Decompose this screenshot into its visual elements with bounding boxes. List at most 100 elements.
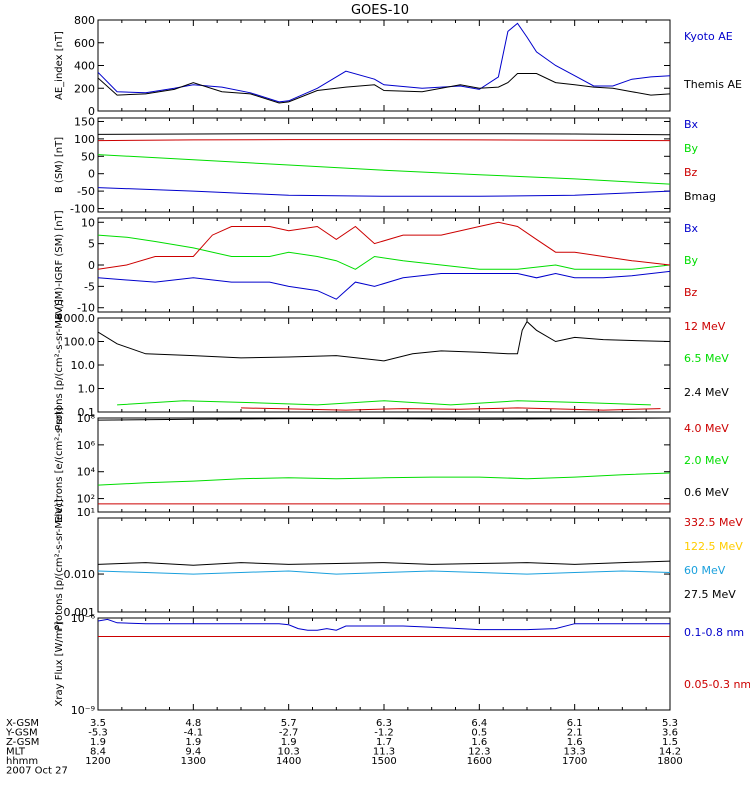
y-tick-label: 0.010: [64, 568, 96, 581]
x-row-value: 1.5: [662, 737, 678, 748]
x-row-value: 1.7: [376, 737, 392, 748]
x-row-value: 1.6: [567, 737, 583, 748]
panel-frame: [97, 217, 671, 313]
series-line-0-6-mev: [98, 418, 670, 421]
x-row-label: Z-GSM: [6, 737, 39, 748]
legend-entry: 0.6 MeV: [684, 486, 729, 499]
y-tick-label: 100.0: [64, 336, 96, 349]
panel-frame: [97, 19, 671, 112]
y-tick-label: 100: [74, 133, 95, 146]
x-row-value: 1200: [85, 756, 110, 767]
legend-entry: By: [684, 254, 699, 267]
x-row-label: Y-GSM: [5, 728, 38, 739]
panel-frame: [97, 317, 671, 413]
x-row-value: 3.6: [662, 728, 678, 739]
y-tick-label: -10: [77, 302, 95, 315]
legend-entry: 6.5 MeV: [684, 352, 729, 365]
legend-entry: 2.4 MeV: [684, 386, 729, 399]
x-row-value: 14.2: [659, 747, 681, 758]
y-tick-label: 10²: [77, 493, 95, 506]
x-row-value: 6.1: [567, 718, 583, 729]
y-tick-label: 10¹: [77, 506, 95, 519]
y-tick-label: 10⁻⁹: [71, 704, 95, 717]
y-axis-label: AE_index [nT]: [54, 31, 65, 100]
series-line-bz: [98, 139, 670, 142]
x-row-value: 5.3: [662, 718, 678, 729]
series-line-bz: [98, 221, 670, 270]
legend-entry: Bmag: [684, 190, 716, 203]
y-axis-label: Electrons [e/(cm²-s-sr)]: [54, 407, 65, 523]
legend-entry: 60 MeV: [684, 564, 726, 577]
x-row-value: 1500: [371, 756, 396, 767]
x-row-label: hhmm: [6, 756, 38, 767]
y-tick-label: 10: [81, 216, 95, 229]
series-line-2-4-mev: [98, 320, 670, 362]
y-tick-label: 0: [88, 168, 95, 181]
y-tick-label: 400: [74, 60, 95, 73]
x-row-value: 10.3: [278, 747, 300, 758]
x-row-value: 0.5: [471, 728, 487, 739]
y-tick-label: -100: [70, 203, 95, 216]
y-axis-label: Xray Flux [W/m²]: [54, 621, 65, 706]
legend-entry: 332.5 MeV: [684, 516, 743, 529]
x-row-value: 11.3: [373, 747, 395, 758]
legend-entry: 0.1-0.8 nm: [684, 626, 744, 639]
y-axis-label: B (SM) [nT]: [54, 137, 65, 193]
series-line-bmag: [98, 133, 670, 136]
legend-entry: 2.0 MeV: [684, 454, 729, 467]
legend-entry: 12 MeV: [684, 320, 726, 333]
x-row-value: -5.3: [88, 728, 108, 739]
y-axis-label: Protons [p/(cm²-s-sr-MeV)]: [54, 299, 65, 431]
x-row-label: X-GSM: [6, 718, 39, 729]
panel-0: 0 200 400 600 800 AE_index [nT] Kyoto AE Themis…: [54, 14, 742, 118]
legend-entry: 0.05-0.3 nm: [684, 678, 750, 691]
legend-entry: Bz: [684, 166, 698, 179]
x-row-value: 5.7: [281, 718, 297, 729]
x-row-value: 13.3: [564, 747, 586, 758]
x-row-value: 1700: [562, 756, 587, 767]
x-row-value: 1.9: [185, 737, 201, 748]
series-line-2-0-mev: [98, 472, 670, 486]
x-row-value: 1.9: [281, 737, 297, 748]
series-line-6-5-mev: [117, 400, 651, 406]
x-row-value: 9.4: [185, 747, 201, 758]
x-row-value: -4.1: [184, 728, 204, 739]
y-tick-label: 150: [74, 115, 95, 128]
y-tick-label: 10⁻⁶: [71, 612, 96, 625]
legend-entry: 122.5 MeV: [684, 540, 743, 553]
x-row-value: 6.3: [376, 718, 392, 729]
legend-entry: 27.5 MeV: [684, 588, 736, 601]
plot-title: GOES-10: [351, 3, 409, 18]
x-row-value: 1600: [467, 756, 492, 767]
x-row-value: 2.1: [567, 728, 583, 739]
x-row-value: 8.4: [90, 747, 106, 758]
y-tick-label: 800: [74, 14, 95, 27]
series-line-by: [98, 154, 670, 185]
y-tick-label: 10.0: [71, 359, 96, 372]
legend-entry: 4.0 MeV: [684, 422, 729, 435]
x-row-value: 1400: [276, 756, 301, 767]
y-tick-label: 10⁴: [77, 466, 96, 479]
legend-entry: Kyoto AE: [684, 30, 733, 43]
legend-entry: Bz: [684, 286, 698, 299]
series-line-bx: [98, 187, 670, 197]
series-line-bx: [98, 270, 670, 300]
x-row-value: 4.8: [185, 718, 201, 729]
legend-entry: Bx: [684, 222, 699, 235]
x-row-value: -1.2: [374, 728, 394, 739]
series-line-by: [98, 234, 670, 270]
series-line-60-mev: [98, 570, 670, 575]
legend-entry: Themis AE: [683, 78, 742, 91]
y-tick-label: 50: [81, 150, 95, 163]
y-tick-label: 10⁸: [77, 412, 96, 425]
panel-frame: [97, 617, 671, 711]
panel-frame: [97, 117, 671, 213]
legend-entry: By: [684, 142, 699, 155]
y-axis-label: B (SM)-IGRF (SM) [nT]: [54, 210, 65, 319]
series-line-kyoto-ae: [98, 22, 670, 103]
series-line-27-5-mev: [98, 560, 670, 566]
x-row-value: 12.3: [468, 747, 490, 758]
